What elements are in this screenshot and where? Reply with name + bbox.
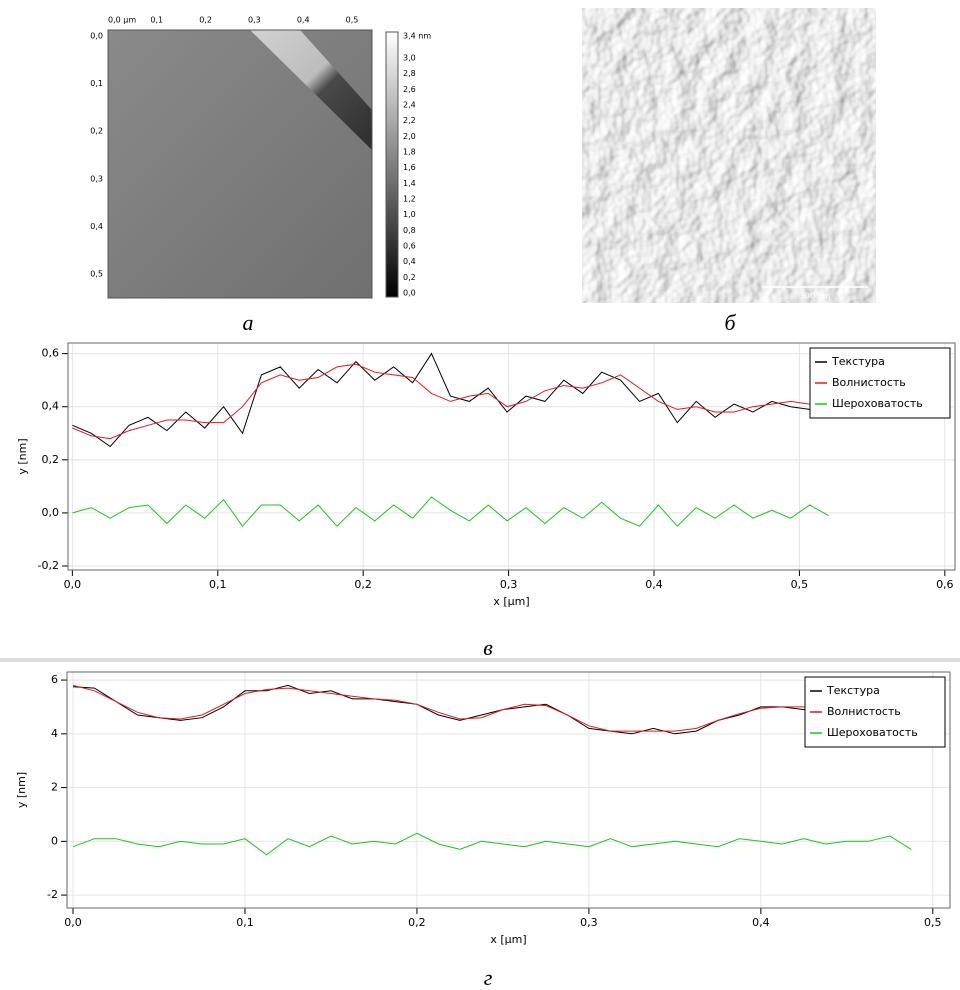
y-tick-label: 0,2 (42, 453, 60, 466)
y-tick-label: 0,0 (42, 506, 60, 519)
legend-label: Волнистость (832, 376, 906, 389)
x-tick-label: 0,4 (752, 916, 770, 929)
line-chart: 0,0 0,1 0,2 0,3 0,4 0,5 0,6 -0,2 0,0 0,2 0,4 0,6 x [… (16, 342, 956, 660)
y-tick-label: 0,3 (90, 174, 103, 183)
legend-label: Шероховатость (832, 397, 923, 410)
legend-label: Волнистость (827, 705, 901, 718)
line-chart: 0,0 0,1 0,2 0,3 0,4 0,5 -2 0 2 4 6 x [µm] y [nm] Текс… (15, 671, 951, 990)
phase-map (582, 8, 876, 303)
data-line (72, 832, 912, 856)
colorbar-label: 1,8 (403, 148, 416, 157)
data-line (72, 496, 829, 528)
x-tick-label: 0,5 (924, 916, 942, 929)
y-tick-label: -2 (47, 888, 58, 901)
colorbar-label: 3,0 (403, 54, 416, 63)
colorbar-label: 2,2 (403, 116, 416, 125)
colorbar-label: 1,0 (403, 210, 416, 219)
legend-box (804, 676, 946, 748)
colorbar-label: 2,4 (403, 101, 416, 110)
caption: в (483, 635, 493, 660)
y-tick-label: 0,2 (90, 127, 103, 136)
y-tick-label: 4 (51, 727, 58, 740)
x-tick-label: 0,2 (199, 16, 212, 25)
colorbar-label: 2,6 (403, 85, 416, 94)
colorbar-label: 0,8 (403, 226, 416, 235)
colorbar-label: 0,0 (403, 289, 416, 298)
y-axis-label: y [nm] (15, 772, 28, 808)
x-tick-label: 0,5 (791, 578, 809, 591)
colorbar-label: 0,6 (403, 242, 416, 251)
y-tick-label: 6 (51, 673, 58, 686)
data-line (72, 684, 912, 735)
x-tick-label: 0,0 (64, 916, 82, 929)
plot-area (68, 343, 955, 570)
legend-label: Текстура (831, 355, 885, 368)
y-axis-label: y [nm] (16, 438, 29, 474)
colorbar-label: 0,2 (403, 273, 416, 282)
y-tick-label: 0,6 (42, 347, 60, 360)
colorbar-label: 1,2 (403, 195, 416, 204)
data-line (72, 352, 829, 448)
scale-bar-label: 300 nm (800, 292, 831, 301)
caption: а (243, 310, 254, 335)
height-feature (250, 30, 372, 150)
image-frame (107, 29, 373, 299)
x-tick-label: 0,2 (408, 916, 426, 929)
plot-frame (66, 671, 951, 909)
x-axis-label: x [µm] (493, 595, 529, 608)
legend-label: Текстура (826, 684, 880, 697)
x-tick-label: 0,0 (64, 578, 82, 591)
y-tick-label: 0,0 (90, 32, 103, 41)
y-tick-label: 0,5 (90, 270, 103, 279)
x-tick-label: 0,1 (209, 578, 227, 591)
y-tick-label: 0,4 (42, 400, 60, 413)
y-tick-label: 0 (51, 834, 58, 847)
x-tick-label: 0,4 (297, 16, 310, 25)
data-line (72, 684, 912, 732)
y-tick-label: 0,4 (90, 222, 103, 231)
colorbar-label: 1,4 (403, 179, 416, 188)
x-tick-label: 0,4 (645, 578, 663, 591)
legend-box (809, 347, 951, 419)
afm-height-image (107, 29, 399, 299)
x-tick-label: 0,1 (150, 16, 163, 25)
afm-phase-image: 300 nm (582, 8, 876, 303)
y-tick-label: -0,2 (38, 559, 59, 572)
x-tick-label: 0,6 (936, 578, 954, 591)
colorbar-label: 1,6 (403, 163, 416, 172)
x-tick-label: 0,3 (248, 16, 261, 25)
y-tick-label: 0,1 (90, 79, 103, 88)
x-tick-label: 0,0 µm (108, 16, 136, 25)
data-line (72, 363, 829, 440)
colorbar-label: 2,0 (403, 132, 416, 141)
colorbar-label: 0,4 (403, 257, 416, 266)
colorbar-label: 2,8 (403, 69, 416, 78)
caption: б (724, 310, 736, 335)
x-tick-label: 0,2 (354, 578, 372, 591)
plot-frame (67, 342, 956, 571)
x-axis-label: x [µm] (490, 933, 526, 946)
colorbar-label: 3,4 nm (403, 32, 431, 41)
colorbar (385, 31, 399, 298)
caption: г (484, 965, 493, 990)
y-tick-label: 2 (51, 781, 58, 794)
legend-label: Шероховатость (827, 726, 918, 739)
x-tick-label: 0,5 (346, 16, 359, 25)
x-tick-label: 0,3 (500, 578, 518, 591)
x-tick-label: 0,1 (236, 916, 254, 929)
x-tick-label: 0,3 (580, 916, 598, 929)
